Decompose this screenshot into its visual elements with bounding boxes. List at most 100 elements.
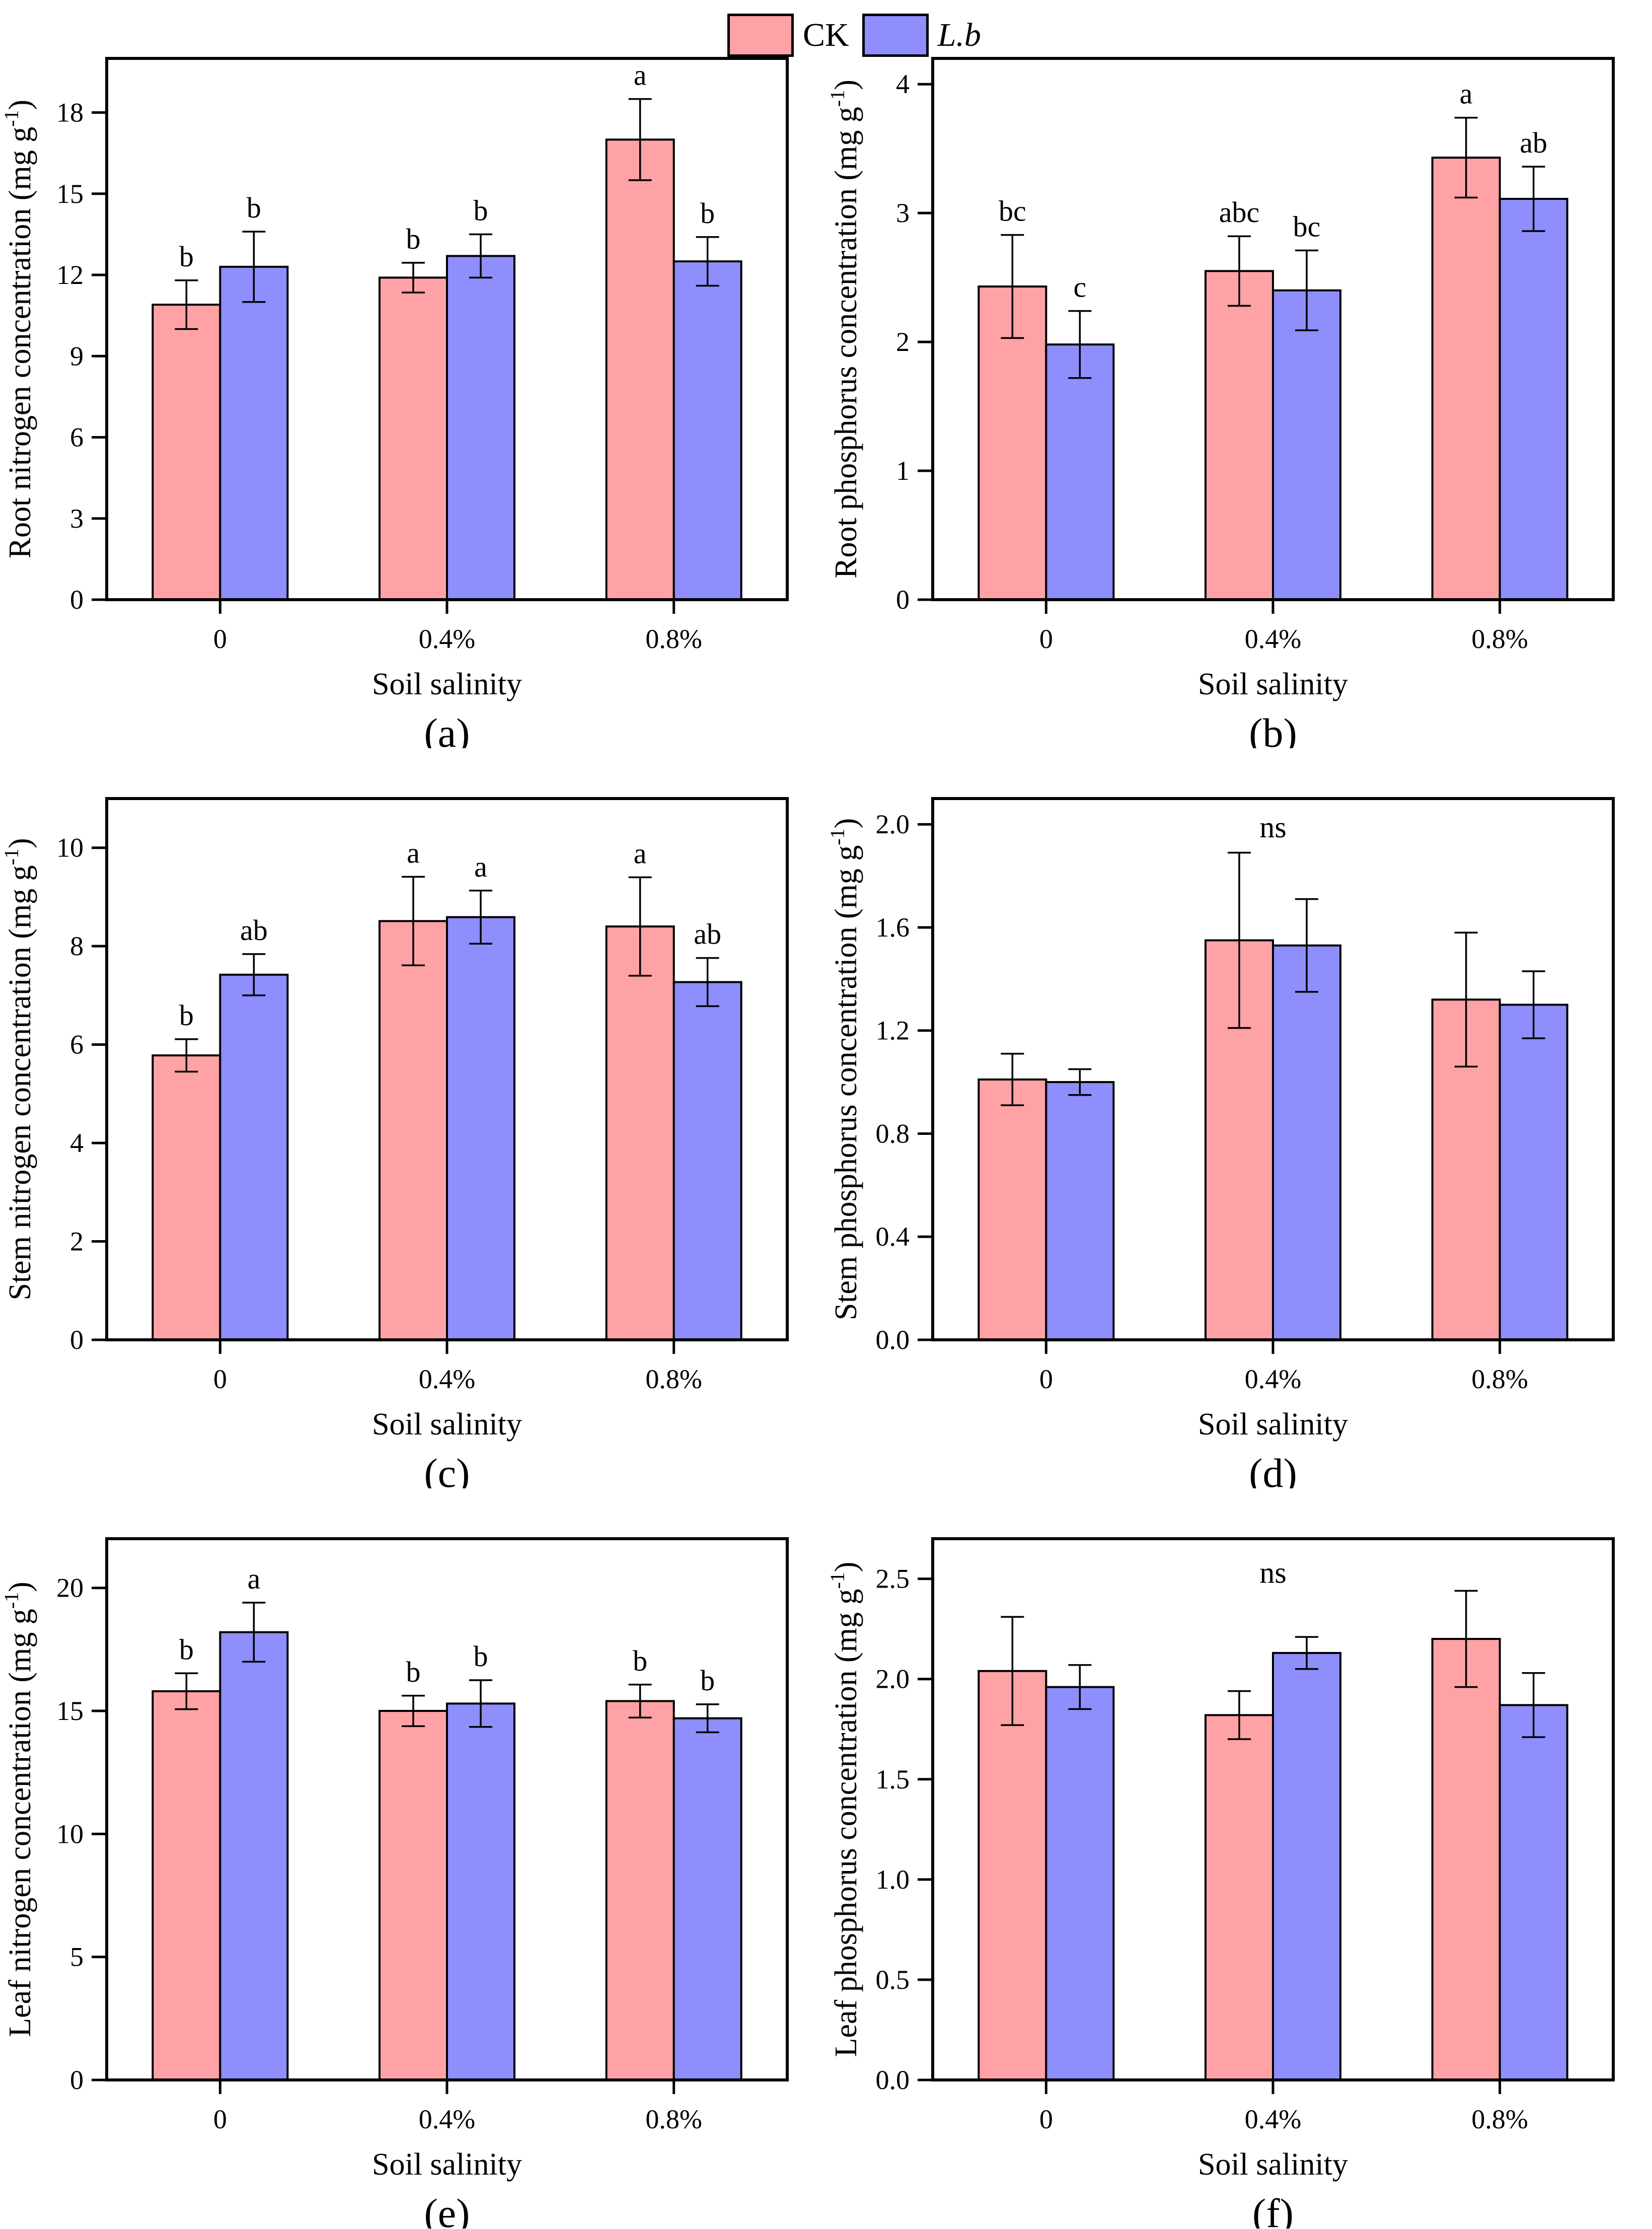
error-bar-CK-0.4% bbox=[402, 262, 425, 294]
bar-L.b-0.8% bbox=[672, 260, 742, 601]
y-tick-label: 12 bbox=[56, 260, 84, 290]
x-tick-label: 0.8% bbox=[645, 2104, 702, 2134]
y-axis-label: Leaf nitrogen concentration (mg g-1) bbox=[0, 1581, 37, 2037]
bar-CK-0.8% bbox=[605, 925, 675, 1341]
sig-letter-CK-0.8%: a bbox=[634, 837, 647, 870]
panel-a: b b a b b b 0 3 6 9 12 15 18 0 0.4% 0.8% Soil salinity Ro… bbox=[0, 8, 826, 748]
y-tick-label: 1.2 bbox=[876, 1016, 910, 1046]
x-tick-label: 0 bbox=[1039, 2104, 1053, 2134]
y-axis-label: Stem nitrogen concentration (mg g-1) bbox=[0, 838, 37, 1300]
y-tick-label: 10 bbox=[56, 1819, 84, 1849]
error-bar-L.b-0.4% bbox=[469, 1679, 492, 1728]
chart-a: b b a b b b 0 3 6 9 12 15 18 0 0.4% 0.8% Soil salinity Ro… bbox=[0, 57, 789, 748]
error-bar-CK-0 bbox=[1001, 1616, 1024, 1727]
error-bar-CK-0.4% bbox=[402, 1695, 425, 1728]
legend-label-lb: L.b bbox=[937, 17, 981, 53]
y-axis: 0 2 4 6 8 10 bbox=[56, 833, 107, 1355]
y-axis-label: Leaf phosphorus concentration (mg g-1) bbox=[826, 1562, 863, 2057]
x-tick-label: 0.8% bbox=[1471, 1364, 1528, 1394]
bar-L.b-0.4% bbox=[446, 916, 515, 1341]
bar-L.b-0 bbox=[1045, 1081, 1115, 1341]
bar-L.b-0.8% bbox=[1498, 1704, 1568, 2081]
error-bar-CK-0.8% bbox=[1454, 1590, 1478, 1688]
sig-letter-L.b-0.8%: ab bbox=[1520, 126, 1547, 159]
x-tick-label: 0.8% bbox=[1471, 624, 1528, 654]
panel-c: b a a ab a ab 0 2 4 6 8 10 0 0.4% 0.8% Soil salinity Ste… bbox=[0, 748, 826, 1488]
bar-CK-0 bbox=[978, 1078, 1047, 1341]
y-tick-label: 0.4 bbox=[876, 1221, 910, 1252]
error-bar-CK-0 bbox=[175, 1038, 198, 1073]
chart-d: ns 0.0 0.4 0.8 1.2 1.6 2.0 0 0.4% 0.8% Soil salini… bbox=[826, 797, 1615, 1488]
chart-c: b a a ab a ab 0 2 4 6 8 10 0 0.4% 0.8% Soil salinity Ste… bbox=[0, 797, 789, 1488]
bar-CK-0.4% bbox=[379, 276, 448, 601]
error-bar-L.b-0.4% bbox=[1295, 249, 1318, 331]
bar-CK-0.4% bbox=[379, 1710, 448, 2081]
x-axis: 0 0.4% 0.8% bbox=[1039, 600, 1528, 654]
x-tick-label: 0 bbox=[1039, 1364, 1053, 1394]
error-bar-L.b-0 bbox=[242, 231, 266, 303]
bar-CK-0.8% bbox=[1431, 157, 1501, 601]
legend-swatch-ck bbox=[727, 14, 794, 57]
bar-L.b-0 bbox=[1045, 1686, 1115, 2081]
legend-label-ck: CK bbox=[803, 17, 849, 53]
x-axis: 0 0.4% 0.8% bbox=[213, 2080, 702, 2134]
error-bar-L.b-0 bbox=[242, 953, 266, 996]
x-tick-label: 0.4% bbox=[419, 1364, 475, 1394]
x-axis-label: Soil salinity bbox=[372, 667, 522, 701]
error-bar-L.b-0 bbox=[242, 1602, 266, 1663]
sig-letter-CK-0.8%: b bbox=[633, 1644, 647, 1677]
legend-item-lb: L.b bbox=[862, 14, 981, 57]
sig-letter-CK-0.4%: abc bbox=[1219, 196, 1260, 229]
y-tick-label: 1.0 bbox=[876, 1864, 910, 1895]
error-bar-L.b-0 bbox=[1068, 1068, 1092, 1096]
x-axis: 0 0.4% 0.8% bbox=[213, 1340, 702, 1394]
error-bar-CK-0.8% bbox=[628, 98, 652, 181]
error-bar-L.b-0.8% bbox=[1522, 1672, 1545, 1738]
panel-b: bc abc a c bc ab 0 1 2 3 4 0 0.4% 0.8% Soil salinity Ro… bbox=[826, 8, 1652, 748]
error-bar-L.b-0.4% bbox=[1295, 1636, 1318, 1670]
y-axis: 0 5 10 15 20 bbox=[56, 1573, 107, 2095]
bar-CK-0 bbox=[978, 1670, 1047, 2081]
x-tick-label: 0 bbox=[1039, 624, 1053, 654]
bar-L.b-0 bbox=[219, 973, 289, 1341]
legend-item-ck: CK bbox=[727, 14, 849, 57]
sig-letter-CK-0.4%: a bbox=[407, 836, 420, 869]
x-axis: 0 0.4% 0.8% bbox=[213, 600, 702, 654]
y-axis: 0 1 2 3 4 bbox=[896, 69, 933, 615]
bars-group: b b b a b b bbox=[152, 1562, 742, 2081]
bar-L.b-0.8% bbox=[1498, 1003, 1568, 1341]
y-tick-label: 2 bbox=[70, 1227, 84, 1257]
legend-swatch-lb bbox=[862, 14, 929, 57]
y-tick-label: 1.6 bbox=[876, 912, 910, 943]
bar-L.b-0.4% bbox=[1272, 1651, 1341, 2081]
panel-caption: (e) bbox=[424, 2190, 470, 2228]
y-axis: 0.0 0.5 1.0 1.5 2.0 2.5 bbox=[876, 1564, 933, 2095]
sig-letter-L.b-0.8%: b bbox=[700, 197, 715, 230]
bar-L.b-0.4% bbox=[446, 1702, 515, 2081]
sig-letter-L.b-0.8%: ab bbox=[694, 918, 721, 951]
bar-CK-0.4% bbox=[1205, 1714, 1274, 2081]
sig-letter-CK-0.8%: a bbox=[634, 59, 647, 92]
y-tick-label: 4 bbox=[70, 1128, 84, 1158]
y-tick-label: 2.0 bbox=[876, 809, 910, 839]
error-bar-CK-0 bbox=[1001, 1053, 1024, 1106]
error-bar-L.b-0.8% bbox=[696, 236, 719, 287]
sig-letter-L.b-0: c bbox=[1073, 271, 1086, 304]
y-tick-label: 10 bbox=[56, 833, 84, 863]
y-tick-label: 1.5 bbox=[876, 1764, 910, 1794]
y-axis: 0 3 6 9 12 15 18 bbox=[56, 98, 107, 615]
bar-CK-0 bbox=[152, 1690, 221, 2081]
y-tick-label: 3 bbox=[70, 504, 84, 534]
panel-caption: (f) bbox=[1252, 2190, 1294, 2228]
x-tick-label: 0.8% bbox=[1471, 2104, 1528, 2134]
x-tick-label: 0.4% bbox=[1245, 1364, 1301, 1394]
y-tick-label: 8 bbox=[70, 931, 84, 961]
panel-caption: (a) bbox=[424, 710, 470, 748]
legend: CK L.b bbox=[727, 11, 981, 59]
y-tick-label: 3 bbox=[896, 198, 910, 228]
y-tick-label: 0.0 bbox=[876, 2065, 910, 2095]
sig-letter-CK-0.8%: a bbox=[1460, 78, 1473, 110]
panel-caption: (b) bbox=[1249, 710, 1297, 748]
bar-CK-0.8% bbox=[1431, 1638, 1501, 2081]
sig-letter-L.b-0.4%: b bbox=[474, 194, 488, 227]
